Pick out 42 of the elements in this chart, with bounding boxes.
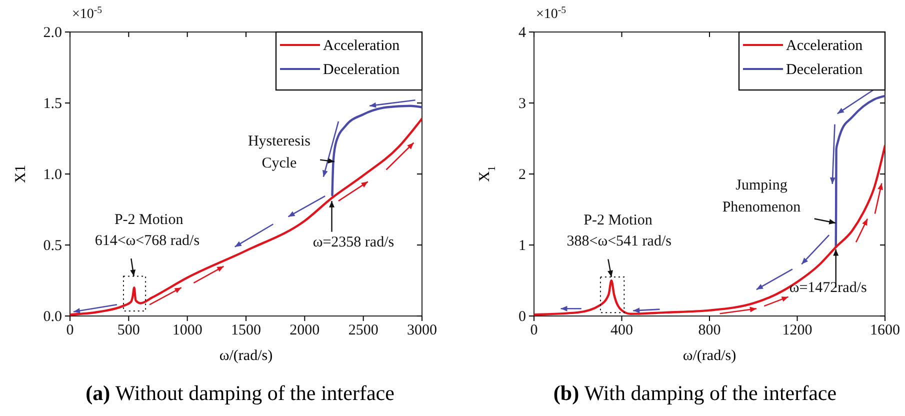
- annotation: 388<ω<541 rad/s: [566, 234, 672, 250]
- annotation: 614<ω<768 rad/s: [94, 233, 200, 249]
- legend-label: Acceleration: [786, 38, 864, 54]
- legend-label: Deceleration: [323, 62, 400, 78]
- annotation: P-2 Motion: [114, 212, 184, 228]
- y-tick-label: 2.0: [43, 24, 62, 41]
- y-tick-label: 0: [518, 308, 526, 325]
- y-tick-label: 1.0: [43, 166, 62, 183]
- x-axis-title: ω/(rad/s): [682, 348, 736, 364]
- x-tick-label: 1600: [870, 322, 900, 339]
- y-tick-label: 0.5: [43, 238, 62, 254]
- y-tick-label: 1.5: [43, 96, 62, 112]
- y-tick-label: 1: [518, 238, 526, 254]
- x-axis-title: ω/(rad/s): [219, 348, 273, 364]
- x-tick-label: 400: [610, 322, 633, 339]
- annotation: ω=2358 rad/s: [312, 234, 394, 250]
- x-tick-label: 0: [66, 322, 74, 339]
- annotation: Hysteresis Cycle: [248, 134, 311, 172]
- text: (b) With damping of the interface: [553, 381, 837, 405]
- y-axis-title: X1: [13, 164, 29, 184]
- x-tick-label: 3000: [407, 322, 437, 339]
- legend-label: Deceleration: [786, 62, 864, 78]
- annotation: P-2 Motion: [584, 212, 653, 228]
- line-series: [834, 94, 885, 248]
- y-tick-label: 0.0: [43, 308, 62, 325]
- x-tick-label: 1200: [782, 322, 812, 339]
- legend-label: Acceleration: [323, 38, 400, 54]
- y-tick-label: 3: [518, 96, 526, 112]
- x-tick-label: 2000: [290, 322, 320, 339]
- x-tick-label: 0: [530, 322, 538, 339]
- x-tick-label: 1500: [231, 322, 261, 339]
- text: ×10$^{-5}$: [536, 4, 566, 22]
- annotation: Jumping Phenomenon: [722, 178, 802, 216]
- x-tick-label: 800: [698, 322, 721, 339]
- x-tick-label: 500: [117, 322, 140, 339]
- text: (a) Without damping of the interface: [86, 381, 394, 405]
- y-tick-label: 2: [518, 166, 526, 183]
- y-tick-label: 4: [518, 24, 526, 41]
- x-tick-label: 2500: [348, 322, 378, 339]
- annotation: ω=1472rad/s: [789, 280, 868, 296]
- x-tick-label: 1000: [172, 322, 202, 339]
- text: ×10$^{-5}$: [72, 4, 102, 22]
